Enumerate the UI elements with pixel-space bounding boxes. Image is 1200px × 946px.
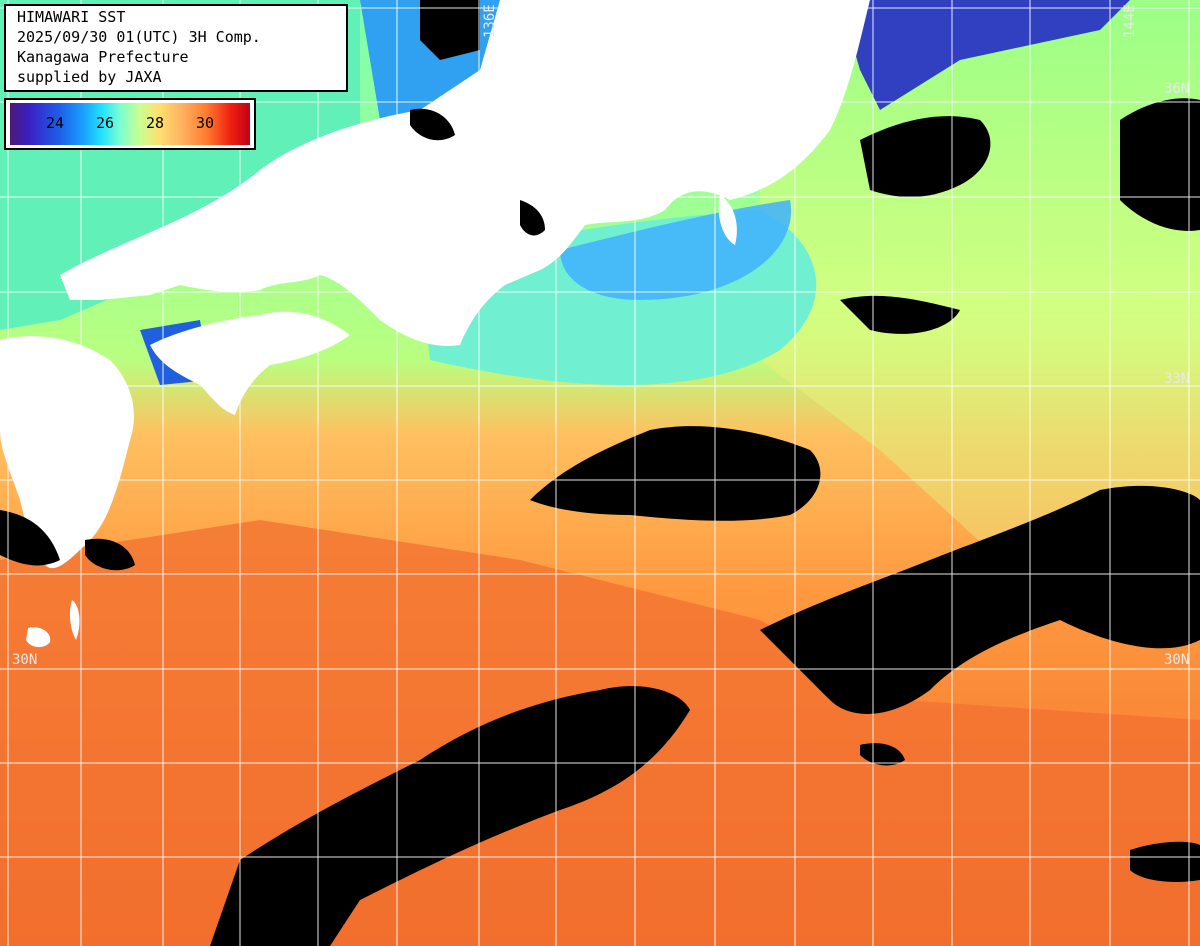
cloud-northeast <box>860 116 991 197</box>
land-honshu <box>60 0 870 346</box>
cloud-southeast <box>1130 841 1200 882</box>
cloud-south-band <box>210 686 690 946</box>
scale-label-24: 24 <box>46 114 65 132</box>
scale-label-28: 28 <box>146 114 165 132</box>
land-izu <box>718 195 737 245</box>
scale-label-26: 26 <box>96 114 115 132</box>
map-region: Kanagawa Prefecture <box>17 48 189 66</box>
cloud-northwest-top <box>420 0 480 60</box>
cloud-south-fragment <box>860 743 905 766</box>
map-title: HIMAWARI SST <box>17 8 126 26</box>
cloud-kii-coast <box>520 200 545 236</box>
cloud-east-large <box>760 485 1200 714</box>
lon-label-136e: 136E <box>482 4 498 38</box>
color-scale-bar <box>10 103 250 145</box>
northeast-cold <box>840 0 1130 110</box>
color-scale-legend: 24 26 28 30 <box>4 98 256 150</box>
land-yakushima <box>69 600 80 640</box>
cloud-mid-east <box>840 295 960 334</box>
cloud-southwest-corner <box>0 510 60 566</box>
cloud-northwest-bay <box>410 108 455 141</box>
lat-label-30n-left: 30N <box>12 652 38 668</box>
map-datetime: 2025/09/30 01(UTC) 3H Comp. <box>17 28 261 46</box>
land-shikoku <box>150 311 350 415</box>
info-box: HIMAWARI SST 2025/09/30 01(UTC) 3H Comp.… <box>4 4 348 92</box>
lat-label-36n: 36N <box>1164 81 1190 97</box>
land-tanegashima <box>26 627 51 648</box>
cloud-sw-small <box>85 538 135 571</box>
lat-label-30n-right: 30N <box>1164 652 1190 668</box>
lat-label-33n: 33N <box>1164 371 1190 387</box>
cloud-far-northeast <box>1120 98 1200 231</box>
map-credit: supplied by JAXA <box>17 68 162 86</box>
scale-label-30: 30 <box>196 114 215 132</box>
lon-label-144e: 144E <box>1122 4 1138 38</box>
cloud-central <box>530 426 821 521</box>
land-kyushu <box>0 336 134 569</box>
